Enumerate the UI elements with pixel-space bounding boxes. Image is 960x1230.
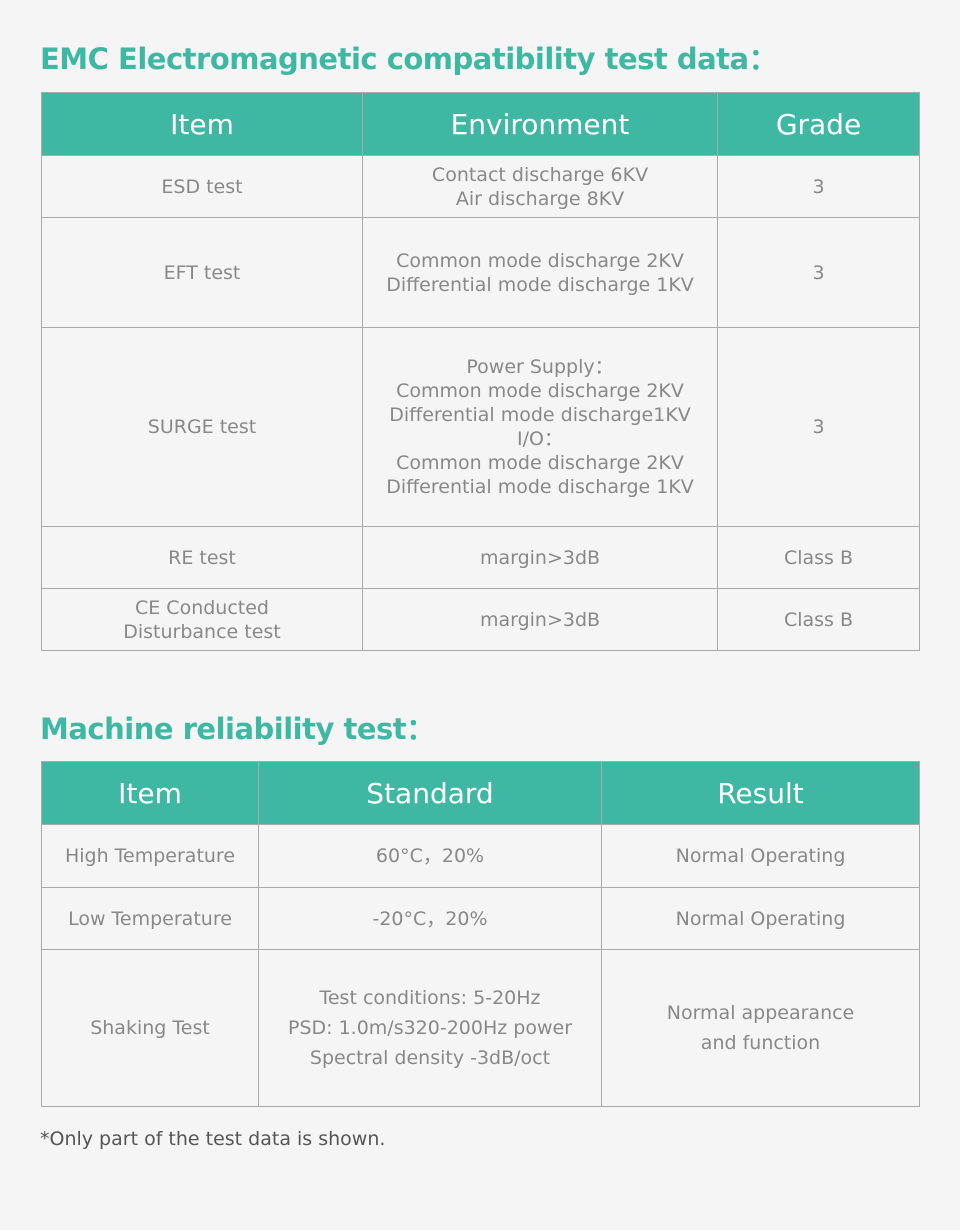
- header-standard: Standard: [258, 761, 602, 825]
- item-cell-line: High Temperature: [64, 845, 236, 867]
- grade-cell: Class B: [717, 526, 920, 589]
- standard-cell: Test conditions: 5-20Hz PSD: 1.0m/s320-20…: [258, 949, 602, 1107]
- item-cell: High Temperature: [41, 824, 259, 888]
- emc-title: EMC Electromagnetic compatibility test d…: [40, 42, 778, 76]
- header-grade: Grade: [717, 92, 920, 156]
- item-cell: ESD test: [41, 155, 363, 218]
- result-cell-line: Normal Operating: [675, 907, 846, 930]
- table-row: SURGE test Power Supply： Common mode disch…: [41, 327, 920, 527]
- item-cell: Shaking Test: [41, 949, 259, 1107]
- table-row: Low Temperature -20°C，20% Normal Operating: [41, 887, 920, 950]
- result-cell-line: Normal Operating: [675, 845, 846, 867]
- emc-table: Item Environment Grade ESD test Contact d…: [41, 92, 920, 651]
- standard-cell-line: -20°C，20%: [372, 907, 488, 930]
- item-cell: EFT test: [41, 217, 363, 328]
- result-cell-line: Normal appearance: [666, 1002, 855, 1024]
- table-row: EFT test Common mode discharge 2KV Differe…: [41, 217, 920, 328]
- reliability-header-row: Item Standard Result: [41, 761, 920, 825]
- environment-cell-line: Power Supply：: [466, 356, 614, 378]
- environment-cell-line: Contact discharge 6KV: [431, 163, 649, 186]
- item-cell: SURGE test: [41, 327, 363, 527]
- emc-header-row: Item Environment Grade: [41, 92, 920, 156]
- item-cell-line: Disturbance test: [123, 620, 281, 643]
- environment-cell-line: I/O：: [517, 428, 563, 450]
- item-cell-line: EFT test: [163, 261, 241, 284]
- result-cell: Normal Operating: [601, 824, 920, 888]
- standard-cell: -20°C，20%: [258, 887, 602, 950]
- reliability-title: Machine reliability test：: [40, 712, 435, 746]
- header-environment: Environment: [362, 92, 718, 156]
- result-cell: Normal Operating: [601, 887, 920, 950]
- grade-cell: Class B: [717, 588, 920, 651]
- table-row: Shaking Test Test conditions: 5-20Hz PSD: …: [41, 949, 920, 1107]
- environment-cell: margin>3dB: [362, 526, 718, 589]
- environment-cell-line: Air discharge 8KV: [455, 187, 625, 210]
- environment-cell: Contact discharge 6KV Air discharge 8KV: [362, 155, 718, 218]
- environment-cell-line: Differential mode discharge 1KV: [386, 476, 694, 498]
- grade-cell: 3: [717, 217, 920, 328]
- grade-cell: 3: [717, 155, 920, 218]
- environment-cell: Power Supply： Common mode discharge 2KV Di…: [362, 327, 718, 527]
- environment-cell: margin>3dB: [362, 588, 718, 651]
- item-cell-line: SURGE test: [147, 416, 257, 438]
- header-result: Result: [601, 761, 920, 825]
- result-cell: Normal appearance and function: [601, 949, 920, 1107]
- table-row: CE Conducted Disturbance test margin>3dB Cl…: [41, 588, 920, 651]
- environment-cell-line: Common mode discharge 2KV: [396, 380, 684, 402]
- item-cell-line: Low Temperature: [68, 907, 232, 930]
- table-row: ESD test Contact discharge 6KV Air dischar…: [41, 155, 920, 218]
- item-cell-line: ESD test: [161, 175, 243, 198]
- reliability-table: Item Standard Result High Temperature 60°…: [41, 761, 920, 1107]
- environment-cell-line: Common mode discharge 2KV: [396, 452, 684, 474]
- standard-cell-line: 60°C，20%: [375, 845, 485, 867]
- environment-cell-line: Differential mode discharge1KV: [389, 404, 691, 426]
- footnote: *Only part of the test data is shown.: [40, 1128, 386, 1150]
- item-cell: RE test: [41, 526, 363, 589]
- item-cell-line: RE test: [168, 546, 236, 569]
- item-cell: CE Conducted Disturbance test: [41, 588, 363, 651]
- standard-cell-line: Test conditions: 5-20Hz: [319, 987, 541, 1009]
- standard-cell-line: Spectral density -3dB/oct: [309, 1047, 551, 1069]
- standard-cell: 60°C，20%: [258, 824, 602, 888]
- grade-cell: 3: [717, 327, 920, 527]
- item-cell-line: Shaking Test: [90, 1017, 210, 1039]
- environment-cell-line: margin>3dB: [479, 546, 601, 569]
- header-item: Item: [41, 761, 259, 825]
- result-cell-line: and function: [700, 1032, 821, 1054]
- environment-cell-line: Differential mode discharge 1KV: [386, 273, 694, 296]
- environment-cell-line: margin>3dB: [479, 608, 601, 631]
- item-cell: Low Temperature: [41, 887, 259, 950]
- item-cell-line: CE Conducted: [135, 596, 269, 619]
- table-row: High Temperature 60°C，20% Normal Operating: [41, 824, 920, 888]
- environment-cell-line: Common mode discharge 2KV: [396, 249, 684, 272]
- header-item: Item: [41, 92, 363, 156]
- table-row: RE test margin>3dB Class B: [41, 526, 920, 589]
- environment-cell: Common mode discharge 2KV Differential mo…: [362, 217, 718, 328]
- standard-cell-line: PSD: 1.0m/s320-200Hz power: [287, 1017, 573, 1039]
